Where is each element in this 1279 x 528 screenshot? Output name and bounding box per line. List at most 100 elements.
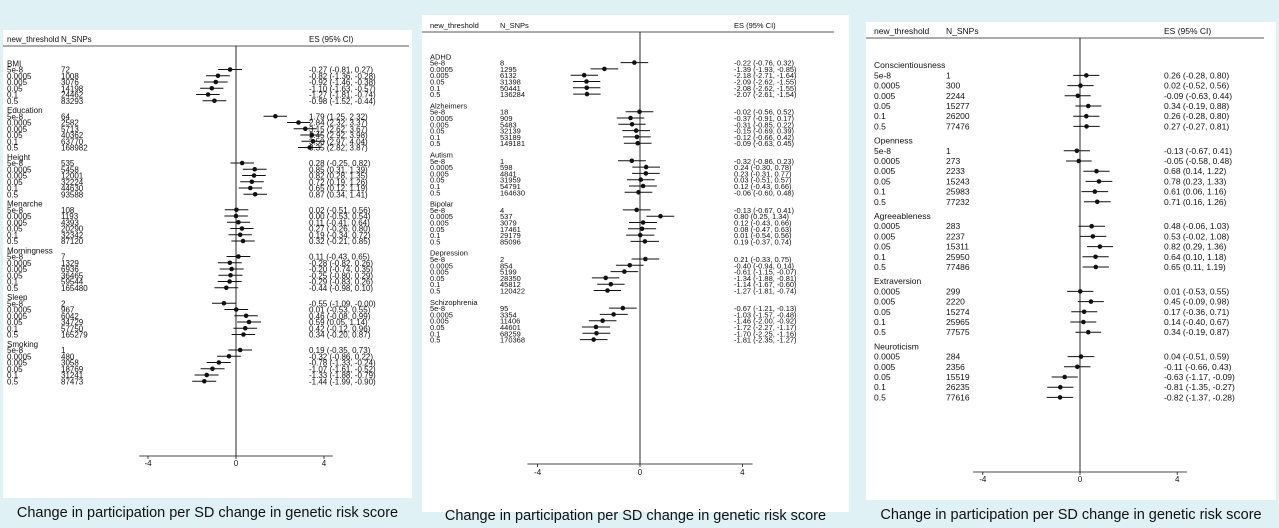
- ci-label: -0.92 (-1.46, -0.38): [309, 78, 376, 87]
- snp-count: 31959: [500, 176, 521, 185]
- threshold-label: 0.1: [874, 111, 886, 121]
- effect-point: [273, 113, 278, 119]
- effect-point: [1092, 189, 1098, 194]
- column-header-threshold: new_threshold: [874, 26, 930, 36]
- effect-point: [611, 312, 616, 317]
- ci-label: -0.63 (-1.17, -0.09): [1164, 372, 1235, 382]
- effect-point: [608, 281, 614, 287]
- effect-point: [629, 122, 635, 127]
- ci-label: 1.79 (1.25, 2.32): [309, 112, 368, 121]
- effect-point: [1093, 264, 1099, 270]
- snp-count: 136284: [500, 90, 525, 99]
- ci-label: -0.09 (-0.63, 0.45): [734, 139, 795, 148]
- threshold-label: 0.0005: [874, 221, 900, 231]
- group-label: Menarche: [7, 200, 43, 209]
- snp-count: 283: [946, 221, 960, 231]
- snp-count: 18: [500, 108, 508, 117]
- effect-point: [213, 79, 219, 85]
- snp-count: 108: [61, 206, 75, 215]
- group-label: BMI: [7, 59, 21, 68]
- threshold-label: 0.5: [430, 188, 440, 197]
- effect-point: [236, 219, 241, 225]
- effect-point: [1075, 93, 1081, 99]
- threshold-label: 0.1: [430, 231, 440, 240]
- x-tick-label: -4: [534, 468, 542, 477]
- snp-count: 2582: [61, 119, 79, 128]
- ci-label: 3.45 (2.92, 3.98): [309, 131, 368, 140]
- effect-point: [249, 179, 255, 185]
- effect-point: [637, 109, 642, 114]
- snp-count: 26200: [946, 111, 970, 121]
- snp-count: 54791: [500, 182, 521, 191]
- snp-count: 32342: [61, 231, 84, 240]
- effect-point: [643, 164, 649, 170]
- ci-label: -0.44 (-0.98, 0.10): [309, 284, 373, 293]
- threshold-label: 5e-8: [7, 346, 24, 355]
- threshold-label: 5e-8: [430, 255, 445, 264]
- effect-point: [634, 207, 639, 213]
- ci-label: 0.68 (0.14, 1.22): [1164, 166, 1227, 176]
- threshold-label: 0.005: [874, 297, 896, 307]
- effect-point: [205, 92, 211, 97]
- threshold-label: 0.1: [874, 252, 886, 262]
- threshold-label: 0.0005: [430, 65, 453, 74]
- ci-label: -2.09 (-2.62, -1.55): [734, 78, 797, 87]
- ci-label: -0.25 (-0.80, 0.29): [309, 271, 373, 280]
- effect-point: [1094, 168, 1099, 174]
- snp-count: 909: [500, 114, 513, 123]
- ci-label: 3.15 (2.62, 3.67): [309, 125, 368, 134]
- ci-label: -0.67 (-1.21, -0.13): [734, 304, 797, 313]
- effect-point: [658, 213, 663, 219]
- snp-count: 2220: [946, 297, 965, 307]
- effect-point: [632, 60, 637, 65]
- effect-point: [248, 185, 253, 191]
- effect-point: [1075, 364, 1080, 370]
- effect-point: [1084, 113, 1089, 119]
- effect-point: [1062, 374, 1067, 380]
- threshold-label: 0.1: [430, 133, 440, 142]
- threshold-label: 0.5: [7, 284, 19, 293]
- ci-label: 0.80 (0.25, 1.34): [734, 212, 790, 221]
- threshold-label: 0.5: [874, 121, 886, 131]
- threshold-label: 0.0005: [7, 119, 32, 128]
- group-label: Smoking: [7, 340, 38, 349]
- effect-point: [1081, 309, 1087, 315]
- threshold-label: 5e-8: [874, 70, 891, 80]
- snp-count: 72: [61, 66, 70, 75]
- effect-point: [584, 85, 590, 91]
- threshold-label: 0.1: [7, 324, 19, 333]
- ci-label: 0.19 (-0.35, 0.73): [309, 346, 371, 355]
- threshold-label: 0.05: [7, 131, 23, 140]
- threshold-label: 0.0005: [430, 261, 453, 270]
- threshold-label: 0.0005: [874, 81, 900, 91]
- ci-label: 0.85 (0.31, 1.39): [309, 165, 368, 174]
- ci-label: -1.44 (-1.99, -0.90): [309, 377, 376, 386]
- ci-label: -0.09 (-0.63, 0.44): [1164, 91, 1232, 101]
- ci-label: 0.11 (-0.43, 0.65): [309, 253, 370, 262]
- group-label: Sleep: [7, 293, 28, 302]
- threshold-label: 0.1: [7, 278, 19, 287]
- ci-label: -2.08 (-2.62, -1.55): [734, 84, 797, 93]
- effect-point: [239, 226, 245, 231]
- effect-point: [602, 66, 607, 72]
- ci-label: -0.13 (-0.67, 0.41): [734, 206, 795, 215]
- threshold-label: 5e-8: [7, 66, 24, 75]
- snp-count: 53189: [500, 133, 521, 142]
- effect-point: [594, 331, 599, 336]
- effect-point: [309, 132, 315, 138]
- threshold-label: 0.005: [430, 219, 449, 228]
- effect-point: [246, 319, 252, 325]
- ci-label: 0.01 (-0.53, 0.55): [1164, 286, 1229, 296]
- effect-point: [643, 171, 649, 176]
- snp-count: 2: [61, 299, 66, 308]
- effect-point: [634, 134, 640, 140]
- threshold-label: 5e-8: [874, 146, 891, 156]
- snp-count: 4841: [500, 169, 517, 178]
- column-header-snps: N_SNPs: [61, 35, 92, 44]
- effect-point: [215, 73, 221, 79]
- threshold-label: 0.05: [430, 78, 445, 87]
- ci-label: 0.19 (-0.37, 0.74): [734, 237, 792, 246]
- threshold-label: 0.005: [7, 78, 28, 87]
- effect-point: [251, 173, 257, 178]
- ci-label: 0.71 (0.16, 1.26): [1164, 197, 1227, 207]
